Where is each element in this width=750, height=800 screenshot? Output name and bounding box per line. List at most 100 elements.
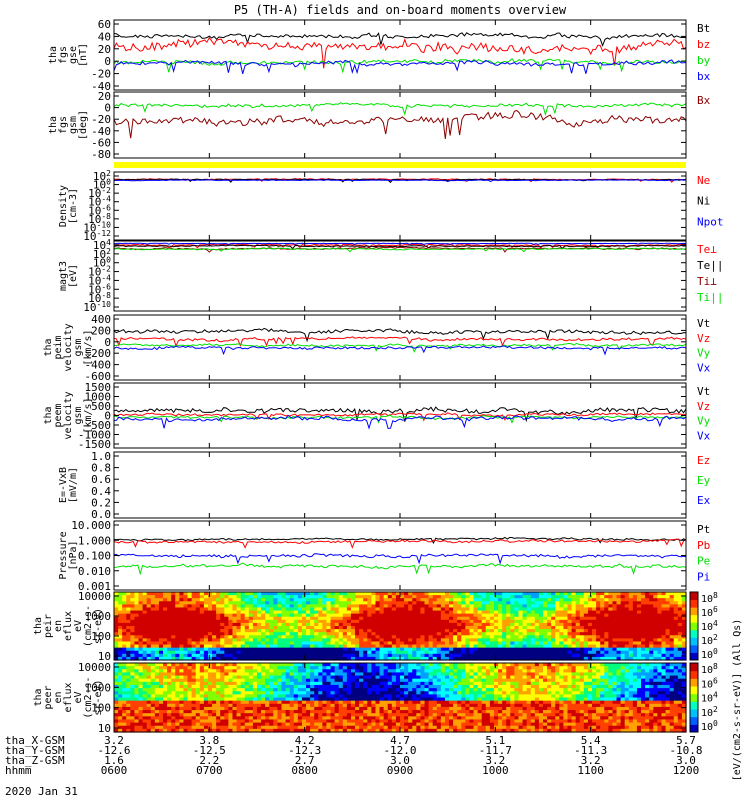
spectrogram-cell bbox=[338, 622, 344, 627]
spectrogram-cell bbox=[681, 644, 687, 649]
spectrogram-cell bbox=[567, 601, 573, 605]
spectrogram-cell bbox=[400, 598, 405, 602]
spectrogram-cell bbox=[126, 672, 131, 677]
spectrogram-cell bbox=[436, 595, 442, 599]
spectrogram-cell bbox=[158, 684, 164, 689]
spectrogram-cell bbox=[469, 595, 475, 599]
spectrogram-cell bbox=[677, 610, 683, 615]
spectrogram-cell bbox=[301, 719, 307, 724]
spectrogram-cell bbox=[440, 622, 446, 627]
spectrogram-cell bbox=[240, 656, 246, 661]
spectrogram-cell bbox=[334, 703, 340, 708]
spectrogram-cell bbox=[138, 632, 144, 636]
spectrogram-cell bbox=[281, 700, 287, 705]
spectrogram-cell bbox=[236, 607, 242, 612]
spectrogram-cell bbox=[330, 653, 336, 658]
spectrogram-cell bbox=[526, 650, 532, 655]
spectrogram-cell bbox=[142, 672, 148, 677]
spectrogram-cell bbox=[473, 650, 479, 655]
spectrogram-cell bbox=[187, 694, 193, 699]
spectrogram-cell bbox=[628, 601, 634, 605]
spectrogram-cell bbox=[114, 719, 119, 724]
spectrogram-cell bbox=[273, 700, 279, 705]
spectrogram-cell bbox=[449, 632, 454, 636]
spectrogram-cell bbox=[334, 635, 340, 639]
spectrogram-cell bbox=[440, 604, 446, 609]
spectrogram-cell bbox=[281, 716, 287, 721]
spectrogram-cell bbox=[424, 613, 430, 618]
spectrogram-cell bbox=[122, 694, 127, 699]
spectrogram-cell bbox=[277, 619, 283, 624]
spectrogram-cell bbox=[240, 700, 246, 705]
spectrogram-cell bbox=[122, 691, 127, 695]
spectrogram-cell bbox=[257, 725, 262, 730]
spectrogram-cell bbox=[612, 629, 618, 633]
spectrogram-cell bbox=[563, 598, 569, 602]
spectrogram-cell bbox=[469, 619, 475, 624]
spectrogram-cell bbox=[481, 650, 487, 655]
spectrogram-cell bbox=[171, 626, 176, 630]
tick-label: -40 bbox=[91, 125, 111, 138]
spectrogram-cell bbox=[681, 601, 687, 605]
spectrogram-cell bbox=[518, 619, 524, 624]
spectrogram-cell bbox=[404, 610, 409, 615]
spectrogram-cell bbox=[555, 626, 560, 630]
spectrogram-cell bbox=[657, 638, 663, 643]
spectrogram-cell bbox=[179, 713, 185, 717]
spectrogram-cell bbox=[187, 691, 193, 695]
spectrogram-cell bbox=[142, 607, 148, 612]
spectrogram-cell bbox=[461, 653, 466, 658]
spectrogram-cell bbox=[620, 595, 626, 599]
spectrogram-cell bbox=[158, 629, 164, 633]
spectrogram-cell bbox=[322, 595, 328, 599]
spectrogram-cell bbox=[534, 619, 540, 624]
spectrogram-cell bbox=[575, 638, 581, 643]
spectrogram-cell bbox=[498, 650, 503, 655]
spectrogram-cell bbox=[387, 610, 393, 615]
spectrogram-cell bbox=[387, 716, 393, 721]
spectrogram-cell bbox=[608, 613, 614, 618]
spectrogram-cell bbox=[518, 595, 524, 599]
spectrogram-cell bbox=[326, 716, 332, 721]
spectrogram-cell bbox=[314, 607, 319, 612]
spectrogram-cell bbox=[559, 629, 565, 633]
spectrogram-cell bbox=[669, 607, 675, 612]
spectrogram-cell bbox=[232, 684, 238, 689]
spectrogram-cell bbox=[440, 644, 446, 649]
spectrogram-cell bbox=[265, 684, 270, 689]
spectrogram-cell bbox=[375, 632, 381, 636]
spectrogram-cell bbox=[387, 635, 393, 639]
spectrogram-cell bbox=[334, 713, 340, 717]
spectrogram-cell bbox=[551, 598, 556, 602]
spectrogram-cell bbox=[228, 632, 234, 636]
spectrogram-cell bbox=[203, 619, 209, 624]
spectrogram-cell bbox=[440, 601, 446, 605]
spectrogram-cell bbox=[559, 626, 565, 630]
spectrogram-cell bbox=[342, 644, 348, 649]
spectrogram-cell bbox=[310, 592, 315, 596]
spectrogram-cell bbox=[522, 653, 528, 658]
spectrogram-cell bbox=[146, 610, 152, 615]
spectrogram-cell bbox=[375, 622, 381, 627]
spectrogram-cell bbox=[379, 672, 385, 677]
spectrogram-cell bbox=[261, 725, 266, 730]
spectrogram-cell bbox=[265, 626, 270, 630]
legend-Vt: Vt bbox=[697, 317, 710, 330]
spectrogram-cell bbox=[203, 716, 209, 721]
spectrogram-cell bbox=[146, 607, 152, 612]
spectrogram-cell bbox=[400, 619, 405, 624]
spectrogram-cell bbox=[645, 632, 650, 636]
spectrogram-cell bbox=[363, 616, 368, 621]
spectrogram-cell bbox=[167, 635, 172, 639]
spectrogram-cell bbox=[240, 619, 246, 624]
spectrogram-cell bbox=[677, 653, 683, 658]
spectrogram-cell bbox=[338, 716, 344, 721]
spectrogram-cell bbox=[273, 638, 279, 643]
spectrogram-cell bbox=[248, 700, 254, 705]
spectrogram-cell bbox=[673, 595, 679, 599]
spectrogram-cell bbox=[355, 613, 360, 618]
spectrogram-cell bbox=[346, 616, 352, 621]
spectrogram-cell bbox=[547, 616, 552, 621]
spectrogram-cell bbox=[122, 697, 127, 702]
spectrogram-cell bbox=[510, 641, 515, 646]
